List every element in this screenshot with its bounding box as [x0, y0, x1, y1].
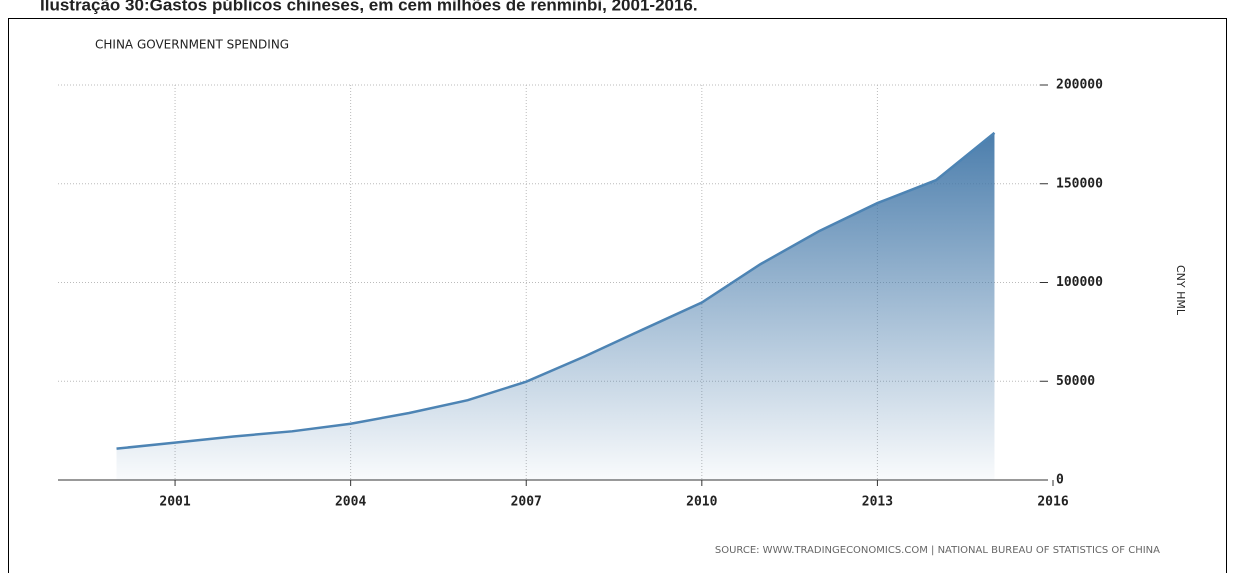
- x-tick-label: 2007: [511, 495, 542, 510]
- y-tick-label: 50000: [1056, 374, 1095, 389]
- y-tick-label: 100000: [1056, 275, 1103, 290]
- line: [116, 131, 996, 450]
- chart-title: CHINA GOVERNMENT SPENDING: [95, 38, 289, 52]
- y-tick-label: 150000: [1056, 176, 1103, 191]
- y-tick-label: 0: [1056, 473, 1064, 488]
- area: [116, 132, 995, 480]
- x-tick-label: 2010: [686, 495, 717, 510]
- source: SOURCE: WWW.TRADINGECONOMICS.COM | NATIO…: [715, 545, 1160, 556]
- x-tick-label: 2016: [1037, 495, 1068, 510]
- frame: [8, 18, 1227, 573]
- y-axis-label: CNY HML: [1174, 265, 1187, 316]
- x-tick-label: 2013: [862, 495, 893, 510]
- caption: Ilustração 30:Gastos públicos chineses, …: [40, 0, 698, 14]
- x-tick-label: 2001: [159, 495, 190, 510]
- x-tick-label: 2004: [335, 495, 366, 510]
- y-tick-label: 200000: [1056, 78, 1103, 93]
